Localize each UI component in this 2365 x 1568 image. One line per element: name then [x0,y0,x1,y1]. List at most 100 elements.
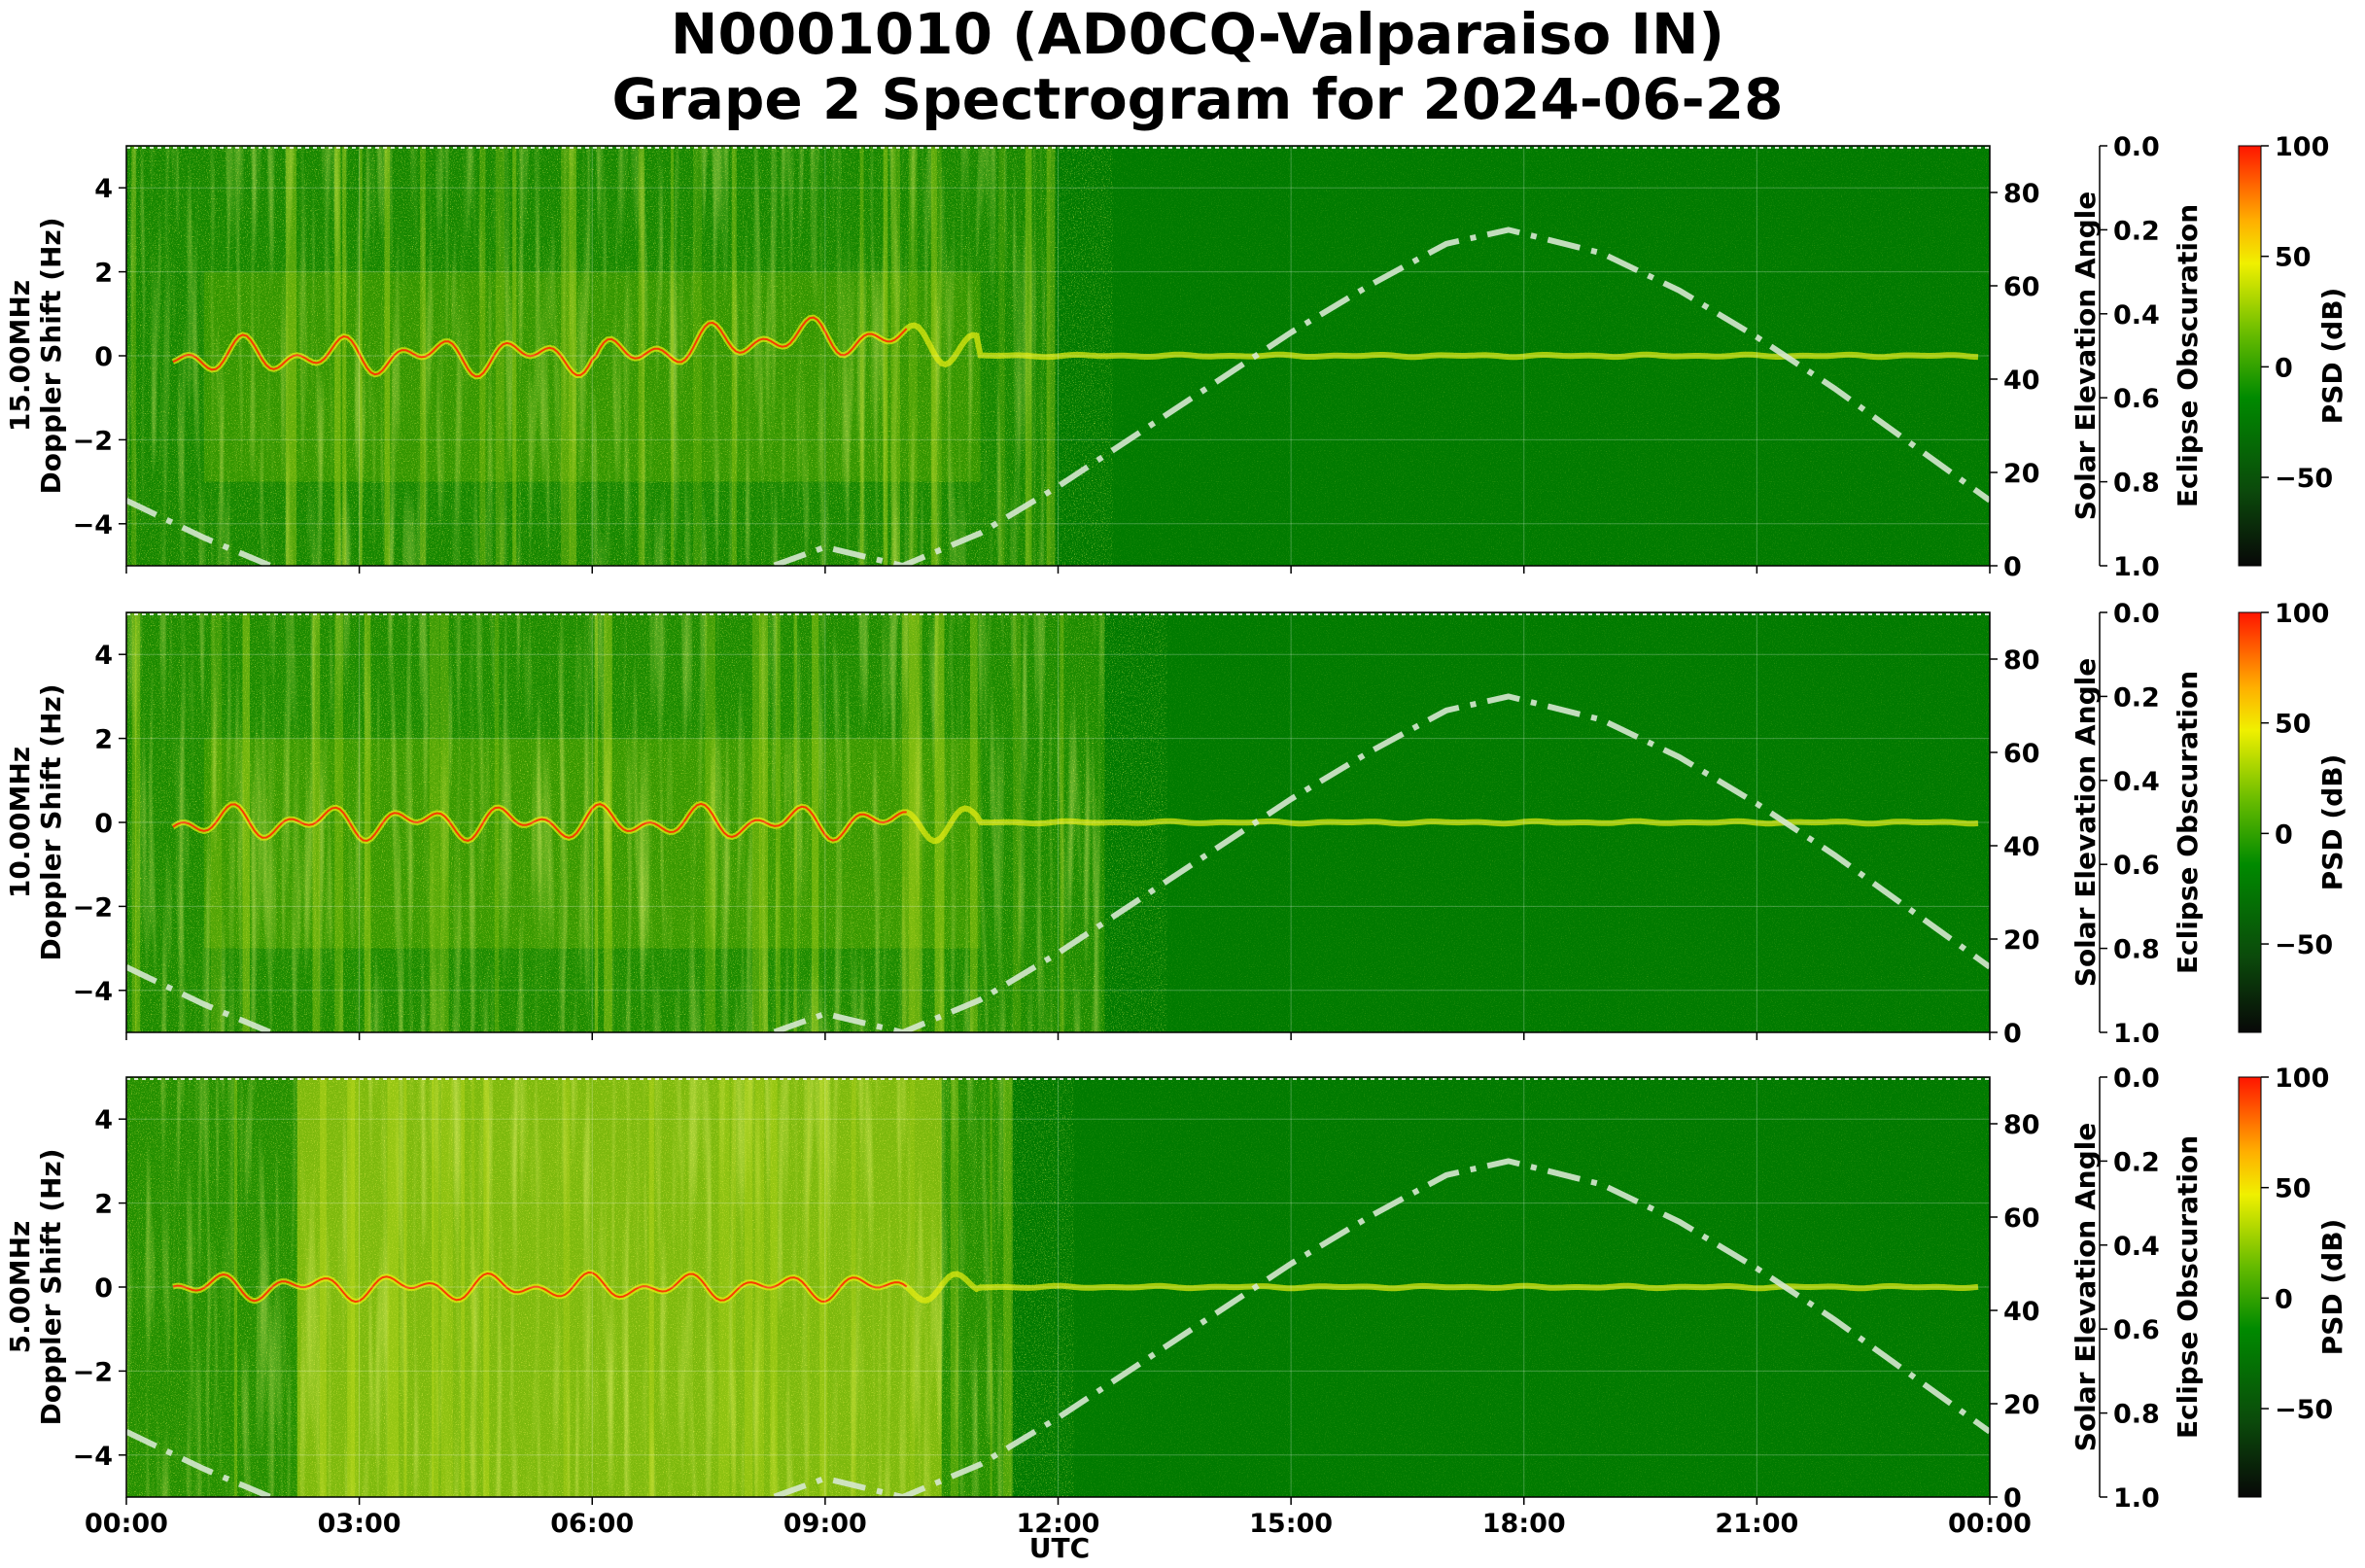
solar-tick-label: 20 [2003,459,2040,489]
vertical-streak [819,1077,828,1497]
vertical-streak [429,612,440,1032]
x-tick-label: 21:00 [1715,1509,1798,1539]
x-tick-label: 12:00 [1017,1509,1100,1539]
solar-tick-label: 20 [2003,1390,2040,1420]
x-tick-label: 00:00 [85,1509,168,1539]
y-tick-label: −2 [73,1357,113,1387]
vertical-streak [512,146,517,566]
y-axis-label-line: Doppler Shift (Hz) [35,217,67,494]
vertical-streak [692,146,702,566]
vertical-streak [439,612,449,1032]
solar-axis-label: Solar Elevation Angle [2069,192,2102,520]
eclipse-tick-label: 0.8 [2113,1400,2160,1430]
title-line-1: N0001010 (AD0CQ-Valparaiso IN) [671,1,1724,67]
plot-area [126,612,1990,1032]
y-axis-label-line: 5.00MHz [4,1221,36,1354]
solar-elevation-curve [126,693,1990,1032]
x-tick-label: 03:00 [318,1509,401,1539]
vertical-streak [745,1077,753,1497]
colorbar-label: PSD (dB) [2316,754,2348,891]
eclipse-tick-label: 0.8 [2113,935,2160,965]
eclipse-tick-label: 0.6 [2113,851,2160,881]
eclipse-tick-label: 0.2 [2113,1147,2160,1177]
y-axis-label-line: Doppler Shift (Hz) [35,1148,67,1425]
vertical-streak [334,612,344,1032]
carrier-trace-core [172,802,907,842]
vertical-streak [384,146,391,566]
vertical-streak [793,612,797,1032]
y-tick-label: 2 [94,259,113,289]
figure-title: N0001010 (AD0CQ-Valparaiso IN) Grape 2 S… [612,1,1784,132]
vertical-streak [884,146,887,566]
colorbar-label: PSD (dB) [2316,288,2348,425]
vertical-streak [890,146,900,566]
solar-tick-label: 40 [2003,366,2040,396]
solar-tick-label: 60 [2003,739,2040,769]
eclipse-tick-label: 0.6 [2113,384,2160,414]
eclipse-tick-label: 0.4 [2113,767,2160,797]
vertical-streak [910,1077,915,1497]
vertical-streak [775,612,781,1032]
colorbar-tick-label: 100 [2275,599,2329,629]
x-tick-label: 06:00 [550,1509,634,1539]
panel-10-00mhz: −4 −2 0 2 4 10.00MHzDoppler Shift (Hz) 0 20 40 60… [4,599,2348,1049]
vertical-streak [334,146,341,566]
colorbar [2238,145,2262,567]
vertical-streak [705,612,715,1032]
vertical-streak [441,1077,453,1497]
solar-tick-label: 0 [2003,1019,2022,1049]
vertical-streak [364,612,371,1032]
colorbar-tick-label: 100 [2275,1063,2329,1094]
eclipse-tick-label: 0.0 [2113,1063,2160,1094]
vertical-streak [604,612,612,1032]
vertical-streak [908,146,918,566]
solar-tick-label: 80 [2003,645,2040,676]
eclipse-tick-label: 0.2 [2113,216,2160,246]
y-tick-label: 2 [94,725,113,755]
vertical-streak [431,1077,435,1497]
vertical-streak [483,1077,490,1497]
vertical-streak [350,1077,361,1497]
vertical-streak [859,146,864,566]
vertical-streak [934,612,945,1032]
eclipse-tick-label: 1.0 [2113,1019,2160,1049]
eclipse-tick-label: 0.4 [2113,300,2160,331]
carrier-trace-core [172,1271,908,1304]
vertical-streak [494,612,500,1032]
plot-area [126,146,1990,566]
x-tick-label: 00:00 [1948,1509,2032,1539]
solar-elevation-curve [126,1158,1990,1497]
solar-tick-label: 0 [2003,1483,2022,1514]
y-axis-label-line: Doppler Shift (Hz) [35,683,67,960]
y-tick-label: −4 [73,1442,113,1472]
colorbar-tick-label: 50 [2275,710,2312,740]
colorbar-tick-label: 100 [2275,132,2329,162]
y-axis-label-line: 15.00MHz [4,280,36,432]
colorbar-tick-label: 0 [2275,1284,2293,1314]
vertical-streak [131,612,137,1032]
y-tick-label: −2 [73,892,113,923]
x-axis-label: UTC [1029,1532,1090,1564]
y-tick-label: 0 [94,809,113,839]
vertical-streak [851,1077,856,1497]
title-line-2: Grape 2 Spectrogram for 2024-06-28 [612,66,1784,132]
y-tick-label: −4 [73,510,113,540]
vertical-streak [969,612,978,1032]
y-tick-label: 4 [94,641,113,671]
vertical-streak [569,146,577,566]
solar-axis-label: Solar Elevation Angle [2069,658,2102,987]
vertical-streak [495,146,504,566]
panel-15-00mhz: −4 −2 0 2 4 15.00MHzDoppler Shift (Hz) 0 20 40 60… [4,132,2348,582]
solar-tick-label: 80 [2003,179,2040,209]
vertical-streak [479,146,486,566]
eclipse-tick-label: 0.4 [2113,1232,2160,1262]
x-tick-label: 15:00 [1249,1509,1333,1539]
solar-tick-label: 40 [2003,832,2040,862]
vertical-streak [347,1077,356,1497]
solar-tick-label: 0 [2003,552,2022,582]
solar-tick-label: 20 [2003,925,2040,956]
y-tick-label: −2 [73,426,113,456]
solar-tick-label: 80 [2003,1110,2040,1140]
vertical-streak [563,1077,571,1497]
